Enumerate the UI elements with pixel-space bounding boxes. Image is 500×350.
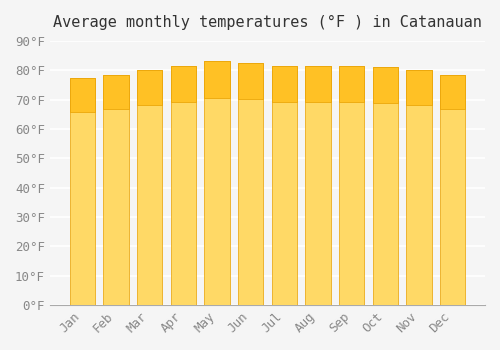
Bar <box>339 66 364 102</box>
Bar <box>372 67 398 305</box>
Bar <box>339 66 364 305</box>
Bar <box>238 63 263 305</box>
Bar <box>440 75 465 305</box>
Bar <box>104 75 128 109</box>
Bar <box>272 66 297 102</box>
Bar <box>306 66 330 305</box>
Bar <box>137 70 162 305</box>
Bar <box>170 66 196 102</box>
Bar <box>70 78 95 112</box>
Bar <box>104 75 128 305</box>
Bar <box>306 66 330 102</box>
Bar <box>372 67 398 103</box>
Bar <box>70 78 95 305</box>
Bar <box>204 62 230 98</box>
Bar <box>238 63 263 99</box>
Bar <box>440 75 465 109</box>
Bar <box>170 66 196 305</box>
Bar <box>406 70 432 105</box>
Bar <box>406 70 432 305</box>
Bar <box>204 62 230 305</box>
Bar <box>272 66 297 305</box>
Title: Average monthly temperatures (°F ) in Catanauan: Average monthly temperatures (°F ) in Ca… <box>53 15 482 30</box>
Bar <box>137 70 162 105</box>
